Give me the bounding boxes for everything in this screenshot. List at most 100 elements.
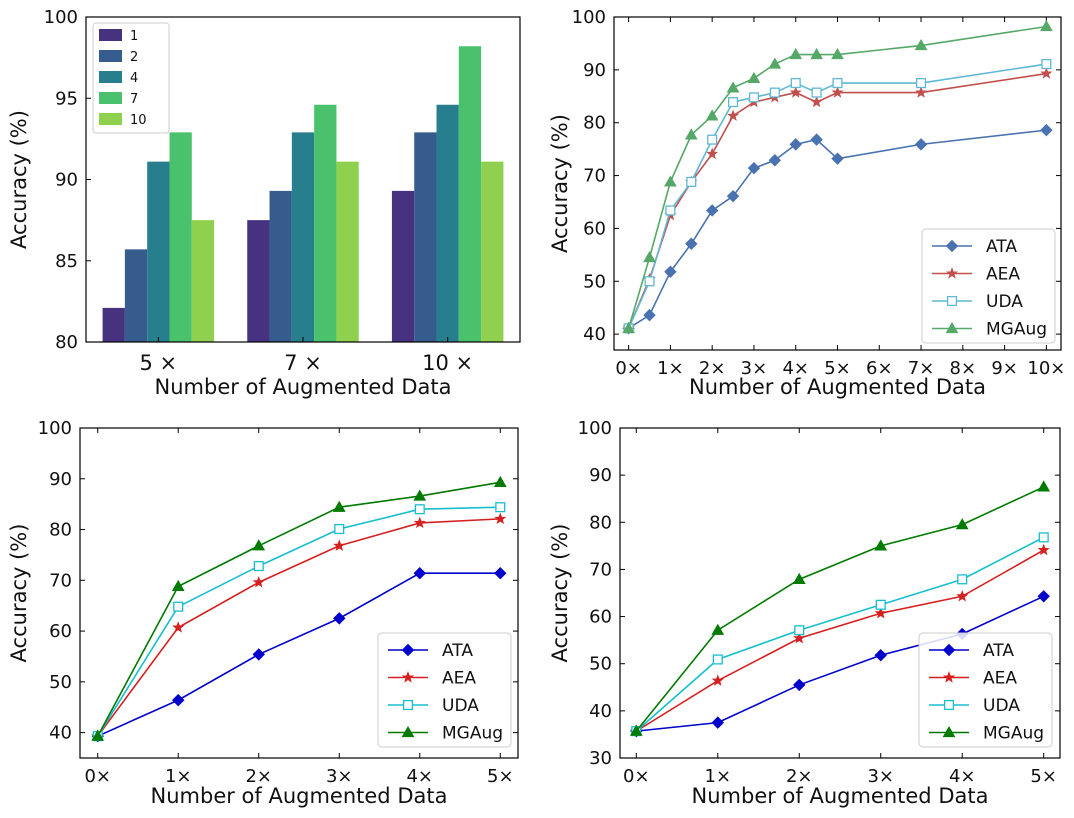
line-chart-panel: 40 50 60 70 80 90 100 Accuracy (%) 0× 1× 2× 3× 4× 5× 6… (548, 7, 1065, 399)
series-uda (623, 58, 1052, 334)
data-point (875, 599, 886, 610)
data-point (413, 489, 427, 501)
x-tick-label: 5× (1030, 766, 1057, 787)
x-tick-label: 10 × (422, 351, 473, 375)
legend-marker (401, 725, 415, 738)
data-point (252, 539, 266, 551)
y-tick-label: 70 (583, 166, 606, 187)
y-tick-label: 70 (49, 570, 72, 591)
data-point (726, 81, 740, 93)
x-tick-label: 1× (705, 766, 732, 787)
y-tick-label: 90 (55, 170, 78, 191)
line-chart-panel: 30 40 50 60 70 80 90 100 Accuracy (%) 0× 1× 2× 3× 4× 5… (548, 418, 1061, 808)
legend-label: AEA (983, 669, 1017, 689)
data-point (493, 475, 507, 487)
legend-marker (945, 267, 959, 279)
y-tick-label: 40 (49, 723, 72, 744)
data-point (252, 648, 265, 661)
data-point (1040, 123, 1053, 137)
legend-label: 2 (130, 50, 138, 65)
data-point (874, 539, 888, 551)
series-line (97, 572, 501, 737)
x-tick-label: 5× (824, 358, 851, 379)
x-axis-label: Number of Augmented Data (155, 375, 452, 399)
legend-marker (946, 295, 958, 307)
data-point (955, 518, 969, 530)
data-point (172, 693, 185, 707)
y-tick-label: 90 (589, 465, 612, 486)
data-point (333, 539, 346, 551)
data-point (172, 621, 185, 633)
data-point (810, 95, 823, 108)
data-point (727, 109, 740, 121)
legend-label: AEA (986, 265, 1020, 285)
bar (291, 132, 315, 342)
data-point (957, 574, 968, 585)
data-point (495, 502, 506, 513)
y-tick-label: 85 (55, 251, 78, 272)
legend-label: ATA (983, 641, 1014, 661)
data-point (810, 133, 823, 146)
y-tick-label: 60 (583, 218, 606, 239)
legend-label: ATA (442, 641, 473, 661)
data-point (793, 678, 806, 692)
x-tick-label: 2× (786, 766, 813, 787)
series-mgaug (629, 480, 1051, 736)
data-point (686, 176, 697, 187)
data-point (792, 572, 806, 584)
x-tick-label: 5 × (140, 351, 178, 375)
bar (336, 161, 359, 342)
data-point (622, 321, 635, 333)
y-tick-label: 40 (583, 324, 606, 345)
bar (147, 161, 170, 342)
series-mgaug (622, 20, 1053, 333)
data-point (711, 674, 724, 686)
legend-label: UDA (983, 696, 1020, 716)
x-axis-label: Number of Augmented Data (692, 784, 989, 808)
legend-swatch (99, 113, 122, 125)
data-point (1037, 480, 1051, 492)
data-point (333, 612, 346, 625)
y-tick-label: 60 (49, 621, 72, 642)
series-line (635, 549, 1045, 732)
legend-label: AEA (442, 669, 476, 689)
x-tick-label: 6× (866, 358, 893, 379)
data-point (874, 606, 887, 619)
bar (436, 104, 459, 342)
x-tick-label: 10× (1027, 358, 1065, 379)
x-tick-label: 4× (782, 358, 809, 379)
legend-box (918, 632, 1053, 748)
bar (481, 161, 504, 342)
y-tick-label: 100 (572, 7, 606, 28)
data-point (832, 78, 843, 89)
bar-chart-panel: 80 85 90 95 100 Accuracy (%) 5 × 7 × 10 ×Number … (7, 7, 521, 399)
series-line (635, 486, 1045, 732)
data-point (811, 87, 822, 98)
data-point (664, 175, 677, 187)
y-tick-label: 80 (583, 113, 606, 134)
x-tick-label: 2× (245, 766, 272, 787)
legend: ATA AEA UDA MGAug (918, 632, 1053, 748)
data-point (1040, 67, 1053, 79)
legend-marker (402, 699, 414, 711)
bar (269, 190, 292, 342)
legend-label: 4 (130, 71, 138, 86)
data-point (711, 716, 724, 729)
plot-frame (619, 427, 1061, 759)
x-axis-label: Number of Augmented Data (689, 375, 986, 399)
x-tick-label: 1× (165, 766, 192, 787)
data-point (712, 654, 723, 665)
x-tick-label: 3× (741, 358, 768, 379)
bar (391, 190, 415, 342)
bar (169, 132, 192, 342)
data-point (644, 276, 655, 287)
data-point (1038, 532, 1049, 543)
x-tick-label: 0× (615, 358, 642, 379)
data-point (789, 86, 802, 98)
data-point (707, 134, 718, 145)
series-line (97, 481, 501, 737)
legend: 1 2 4 7 10 (92, 22, 170, 134)
legend-box (921, 228, 1056, 344)
y-axis-label: Accuracy (%) (548, 114, 572, 253)
